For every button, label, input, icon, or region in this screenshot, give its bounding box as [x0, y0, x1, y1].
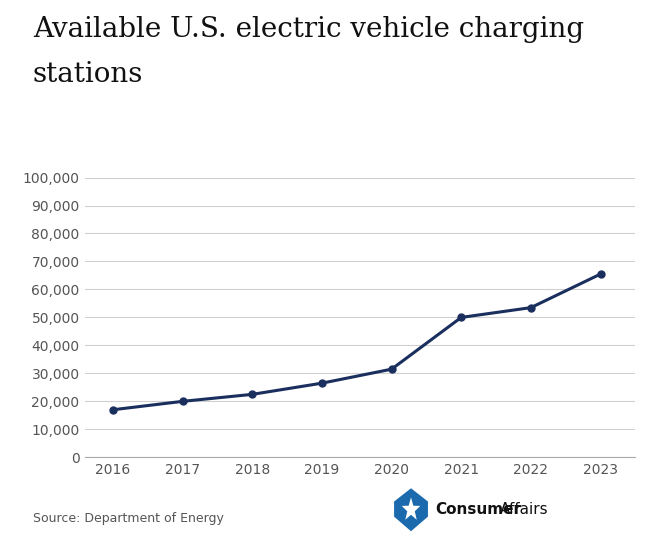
Text: Available U.S. electric vehicle charging: Available U.S. electric vehicle charging — [33, 16, 584, 43]
Text: Consumer: Consumer — [436, 502, 521, 517]
Text: Source: Department of Energy: Source: Department of Energy — [33, 512, 223, 525]
Polygon shape — [402, 498, 421, 520]
Polygon shape — [394, 489, 428, 531]
Text: Affairs: Affairs — [500, 502, 548, 517]
Text: stations: stations — [33, 61, 143, 88]
